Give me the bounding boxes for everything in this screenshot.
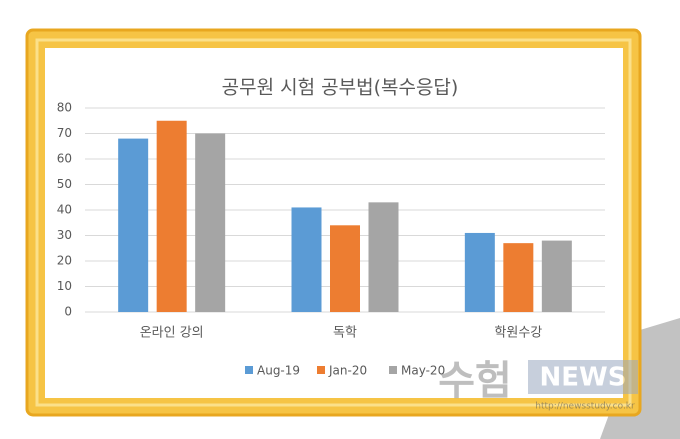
watermark-url: http://newsstudy.co.kr [535,402,635,412]
y-tick-label: 10 [57,279,72,293]
legend-swatch [245,366,253,374]
bar [118,138,149,312]
y-tick-label: 50 [57,177,72,191]
chart-title: 공무원 시험 공부법(복수응답) [222,77,459,99]
watermark: 수험 NEWS http://newsstudy.co.kr [438,358,638,412]
x-tick-label: 학원수강 [494,326,542,341]
y-tick-label: 20 [57,254,72,268]
frame-inner [35,38,632,407]
legend-label: Aug-19 [257,364,300,378]
bar [541,240,572,312]
legend-label: May-20 [401,364,445,378]
legend-label: Jan-20 [328,364,367,378]
watermark-text: 수험 [438,358,512,404]
bar [291,207,322,312]
y-tick-label: 0 [64,305,72,319]
x-tick-label: 온라인 강의 [140,326,204,341]
bar [368,202,399,312]
bar [503,243,534,312]
legend-swatch [317,366,325,374]
y-tick-label: 70 [57,126,72,140]
bar [156,120,187,312]
y-tick-label: 80 [57,101,72,115]
bar [330,225,360,312]
bar [464,232,495,312]
watermark-box [528,360,638,394]
bar [195,133,226,312]
x-tick-label: 독학 [333,326,357,341]
y-tick-label: 60 [57,152,72,166]
y-tick-label: 30 [57,228,72,242]
legend-swatch [389,366,397,374]
y-tick-label: 40 [57,203,72,217]
watermark-brand: NEWS [540,363,627,393]
